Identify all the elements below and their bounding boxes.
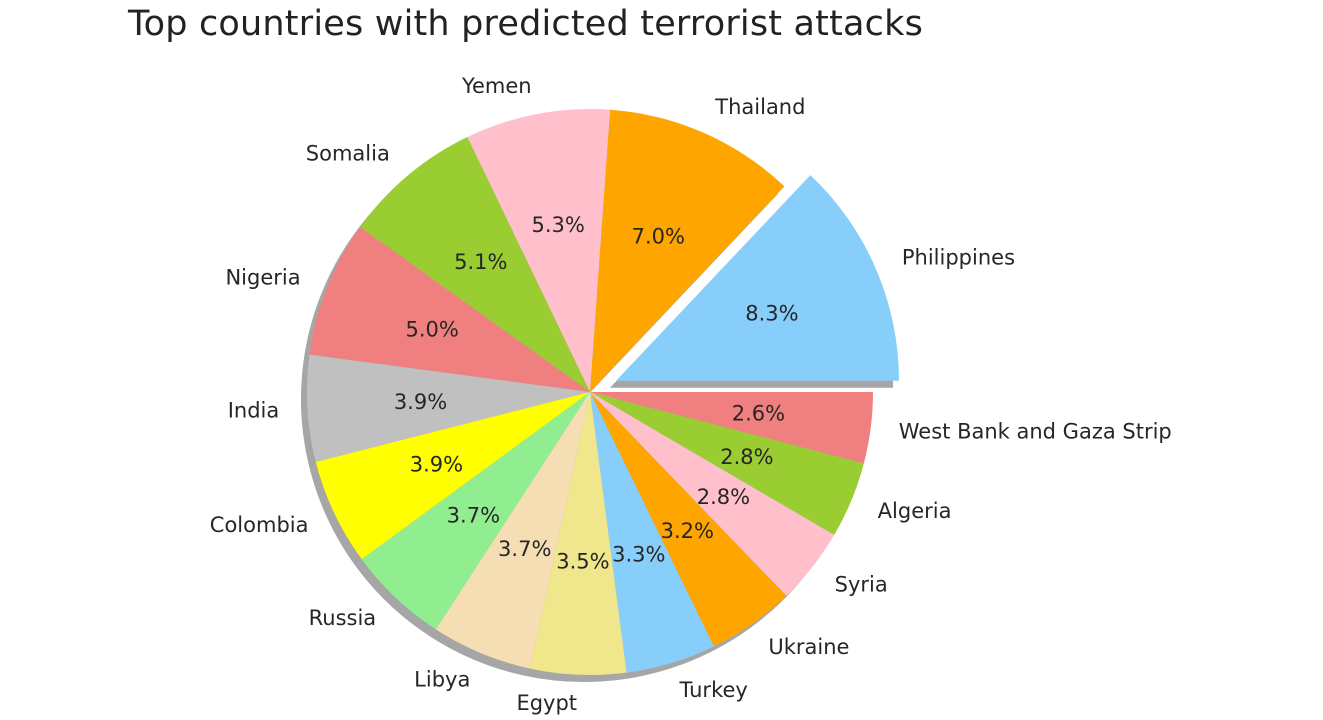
slice-label-egypt: Egypt xyxy=(516,691,577,715)
slice-percent-turkey: 3.3% xyxy=(612,543,665,567)
pie-slice-russia xyxy=(361,392,590,630)
slice-label-west-bank-and-gaza-strip: West Bank and Gaza Strip xyxy=(899,420,1172,444)
pie-slice-colombia xyxy=(315,392,590,560)
slice-percent-west-bank-and-gaza-strip: 2.6% xyxy=(732,402,785,426)
slice-percent-colombia: 3.9% xyxy=(410,452,463,476)
slice-label-turkey: Turkey xyxy=(678,678,747,702)
slice-label-thailand: Thailand xyxy=(714,95,805,119)
slice-percent-thailand: 7.0% xyxy=(632,225,685,249)
pie-slice-yemen xyxy=(467,109,611,392)
slice-percent-philippines: 8.3% xyxy=(745,302,798,326)
pie-slice-somalia xyxy=(360,136,590,392)
pie-slice-egypt xyxy=(530,392,627,675)
slice-percent-egypt: 3.5% xyxy=(556,550,609,574)
pie-slice-philippines xyxy=(615,175,899,381)
pie-slice-algeria xyxy=(590,392,864,535)
slice-label-ukraine: Ukraine xyxy=(768,635,849,659)
slice-label-libya: Libya xyxy=(414,667,470,691)
pie-slice-ukraine xyxy=(590,392,787,647)
slice-label-philippines: Philippines xyxy=(902,246,1015,270)
slice-percent-russia: 3.7% xyxy=(447,503,500,527)
slice-label-syria: Syria xyxy=(835,572,888,596)
slice-percent-nigeria: 5.0% xyxy=(405,317,458,341)
chart-title: Top countries with predicted terrorist a… xyxy=(128,4,924,44)
slice-percent-algeria: 2.8% xyxy=(720,445,773,469)
slice-label-somalia: Somalia xyxy=(306,142,390,166)
slice-label-colombia: Colombia xyxy=(210,513,309,537)
pie-slice-nigeria xyxy=(309,227,590,392)
slice-label-india: India xyxy=(228,398,280,422)
pie-slice-libya xyxy=(435,392,590,669)
slice-percent-india: 3.9% xyxy=(394,390,447,414)
pie-slice-west-bank-and-gaza-strip xyxy=(590,392,873,464)
slice-label-algeria: Algeria xyxy=(878,499,952,523)
pie-slice-turkey xyxy=(590,392,714,673)
pie-labels: Philippines 8.3% Thailand 7.0% Yemen 5.3% Soma… xyxy=(210,74,1172,715)
pie-wedges xyxy=(306,109,899,675)
pie-slice-india xyxy=(306,354,590,463)
slice-percent-libya: 3.7% xyxy=(498,537,551,561)
pie-slice-thailand xyxy=(590,109,785,392)
pie-slice-syria xyxy=(590,392,835,596)
slice-percent-syria: 2.8% xyxy=(697,485,750,509)
slice-percent-somalia: 5.1% xyxy=(454,250,507,274)
slice-label-yemen: Yemen xyxy=(461,74,532,98)
slice-percent-yemen: 5.3% xyxy=(531,213,584,237)
slice-percent-ukraine: 3.2% xyxy=(661,519,714,543)
slice-label-nigeria: Nigeria xyxy=(225,265,300,289)
slice-label-russia: Russia xyxy=(309,606,377,630)
